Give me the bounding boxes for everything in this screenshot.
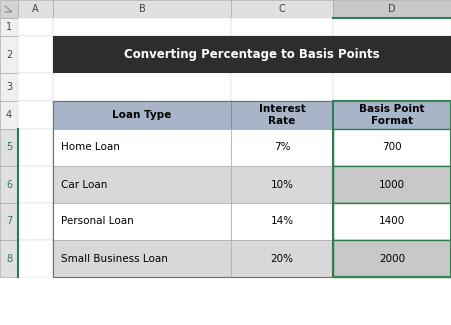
Bar xyxy=(231,73,333,101)
Bar xyxy=(231,166,333,203)
Text: 2000: 2000 xyxy=(379,254,405,264)
Bar xyxy=(53,36,231,73)
Text: 7%: 7% xyxy=(274,142,290,152)
Bar xyxy=(333,240,451,277)
Bar xyxy=(53,166,231,203)
Bar xyxy=(18,73,53,101)
Text: 1400: 1400 xyxy=(379,216,405,227)
Text: Converting Percentage to Basis Points: Converting Percentage to Basis Points xyxy=(124,48,380,61)
Bar xyxy=(53,203,231,240)
Text: 1: 1 xyxy=(6,22,12,32)
Text: Home Loan: Home Loan xyxy=(61,142,120,152)
Text: Basis Point
Format: Basis Point Format xyxy=(359,104,425,126)
Text: C: C xyxy=(279,4,285,14)
Text: Interest
Rate: Interest Rate xyxy=(258,104,305,126)
Bar xyxy=(333,240,451,277)
Text: 4: 4 xyxy=(6,110,12,120)
Bar xyxy=(53,18,231,36)
Bar xyxy=(18,36,53,73)
Bar xyxy=(333,166,451,203)
Text: D: D xyxy=(388,4,396,14)
Bar xyxy=(53,129,231,166)
Bar xyxy=(53,101,451,277)
Bar xyxy=(53,36,451,73)
Bar xyxy=(0,0,18,18)
Bar xyxy=(231,18,333,36)
Text: Car Loan: Car Loan xyxy=(61,179,107,189)
Bar xyxy=(333,101,451,129)
Text: 2: 2 xyxy=(6,49,12,59)
Bar xyxy=(53,240,231,277)
Bar xyxy=(333,73,451,101)
Bar xyxy=(53,73,231,101)
Text: 20%: 20% xyxy=(271,254,294,264)
Bar xyxy=(231,240,333,277)
Bar xyxy=(333,203,451,240)
Bar xyxy=(231,101,333,129)
Bar xyxy=(53,240,231,277)
Text: 1000: 1000 xyxy=(379,179,405,189)
Text: 14%: 14% xyxy=(271,216,294,227)
Bar xyxy=(231,129,333,166)
Text: Small Business Loan: Small Business Loan xyxy=(61,254,168,264)
Bar xyxy=(18,0,53,18)
Text: Loan Type: Loan Type xyxy=(112,110,172,120)
Text: 8: 8 xyxy=(6,254,12,264)
Bar xyxy=(0,36,18,73)
Bar xyxy=(18,18,53,36)
Text: B: B xyxy=(138,4,145,14)
Bar xyxy=(18,240,53,277)
Bar xyxy=(53,101,231,129)
Bar xyxy=(231,203,333,240)
Text: 700: 700 xyxy=(382,142,402,152)
Bar xyxy=(333,18,451,36)
Bar xyxy=(231,203,333,240)
Bar xyxy=(333,101,451,129)
Bar xyxy=(0,240,18,277)
Text: 3: 3 xyxy=(6,82,12,92)
Bar xyxy=(333,36,451,73)
Bar xyxy=(0,101,18,129)
Bar xyxy=(231,36,333,73)
Bar xyxy=(333,203,451,240)
Bar xyxy=(18,129,53,166)
Text: Personal Loan: Personal Loan xyxy=(61,216,134,227)
Bar xyxy=(18,166,53,203)
Bar xyxy=(231,101,333,129)
Bar xyxy=(231,129,333,166)
Text: A: A xyxy=(32,4,39,14)
Bar xyxy=(53,166,231,203)
Bar xyxy=(18,203,53,240)
Bar xyxy=(333,129,451,166)
Text: 10%: 10% xyxy=(271,179,294,189)
Bar xyxy=(231,240,333,277)
Bar xyxy=(333,166,451,203)
Bar xyxy=(53,129,231,166)
Text: 6: 6 xyxy=(6,179,12,189)
Bar xyxy=(0,203,18,240)
Bar xyxy=(333,129,451,166)
Bar xyxy=(231,0,333,18)
Text: 7: 7 xyxy=(6,216,12,227)
Bar xyxy=(0,166,18,203)
Bar xyxy=(333,101,451,277)
Bar xyxy=(53,101,231,129)
Bar xyxy=(0,73,18,101)
Bar xyxy=(231,166,333,203)
Bar xyxy=(0,18,18,36)
Bar xyxy=(0,129,18,166)
Bar xyxy=(53,0,231,18)
Bar xyxy=(53,203,231,240)
Bar xyxy=(333,0,451,18)
Text: 5: 5 xyxy=(6,142,12,152)
Bar xyxy=(18,101,53,129)
